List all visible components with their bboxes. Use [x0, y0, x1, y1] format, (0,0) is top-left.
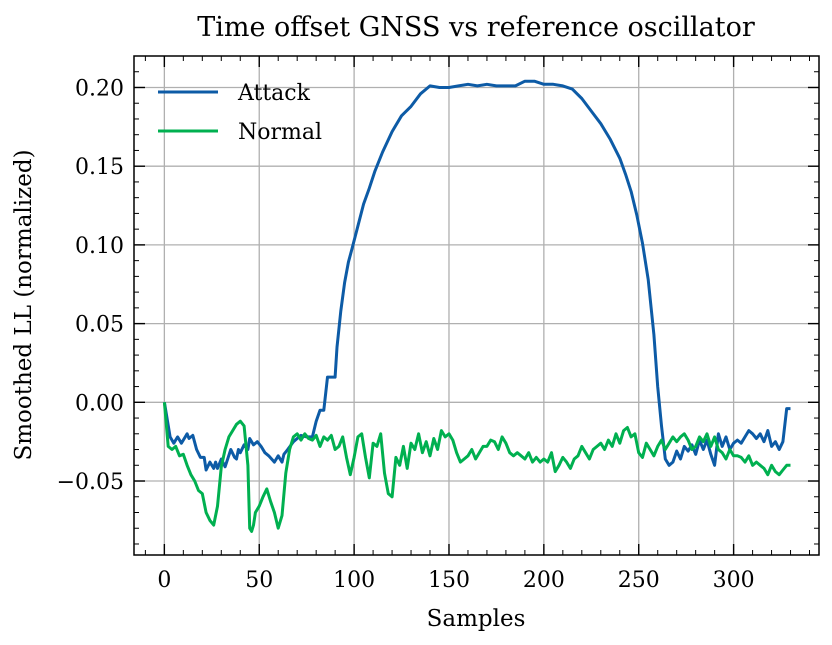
x-tick-label: 0 — [157, 568, 171, 593]
y-tick-label: 0.00 — [75, 391, 124, 416]
y-tick-label: 0.10 — [75, 234, 124, 259]
x-axis-label: Samples — [427, 606, 526, 632]
x-tick-label: 250 — [618, 568, 660, 593]
series-line-normal — [162, 402, 791, 533]
chart-title: Time offset GNSS vs reference oscillator — [197, 12, 755, 43]
grid-lines — [134, 56, 819, 555]
axis-ticks — [134, 55, 819, 555]
legend: Attack Normal — [158, 81, 322, 145]
tick-labels: 0 50 100 150 200 250 300 −0.05 0.00 0.05 0.10 0.15 0… — [57, 76, 755, 593]
x-tick-label: 150 — [428, 568, 470, 593]
x-tick-label: 300 — [713, 568, 755, 593]
legend-label-normal: Normal — [238, 120, 322, 145]
y-tick-label: −0.05 — [57, 470, 124, 495]
x-tick-label: 200 — [523, 568, 565, 593]
y-axis-label: Smoothed LL (normalized) — [11, 149, 37, 460]
y-tick-label: 0.20 — [75, 76, 124, 101]
series-line-attack — [162, 79, 791, 472]
y-tick-label: 0.05 — [75, 313, 124, 338]
legend-label-attack: Attack — [237, 81, 311, 106]
series-lines — [162, 79, 791, 533]
plot-frame — [133, 55, 820, 556]
y-tick-label: 0.15 — [75, 155, 124, 180]
x-tick-label: 50 — [245, 568, 273, 593]
x-tick-label: 100 — [333, 568, 375, 593]
